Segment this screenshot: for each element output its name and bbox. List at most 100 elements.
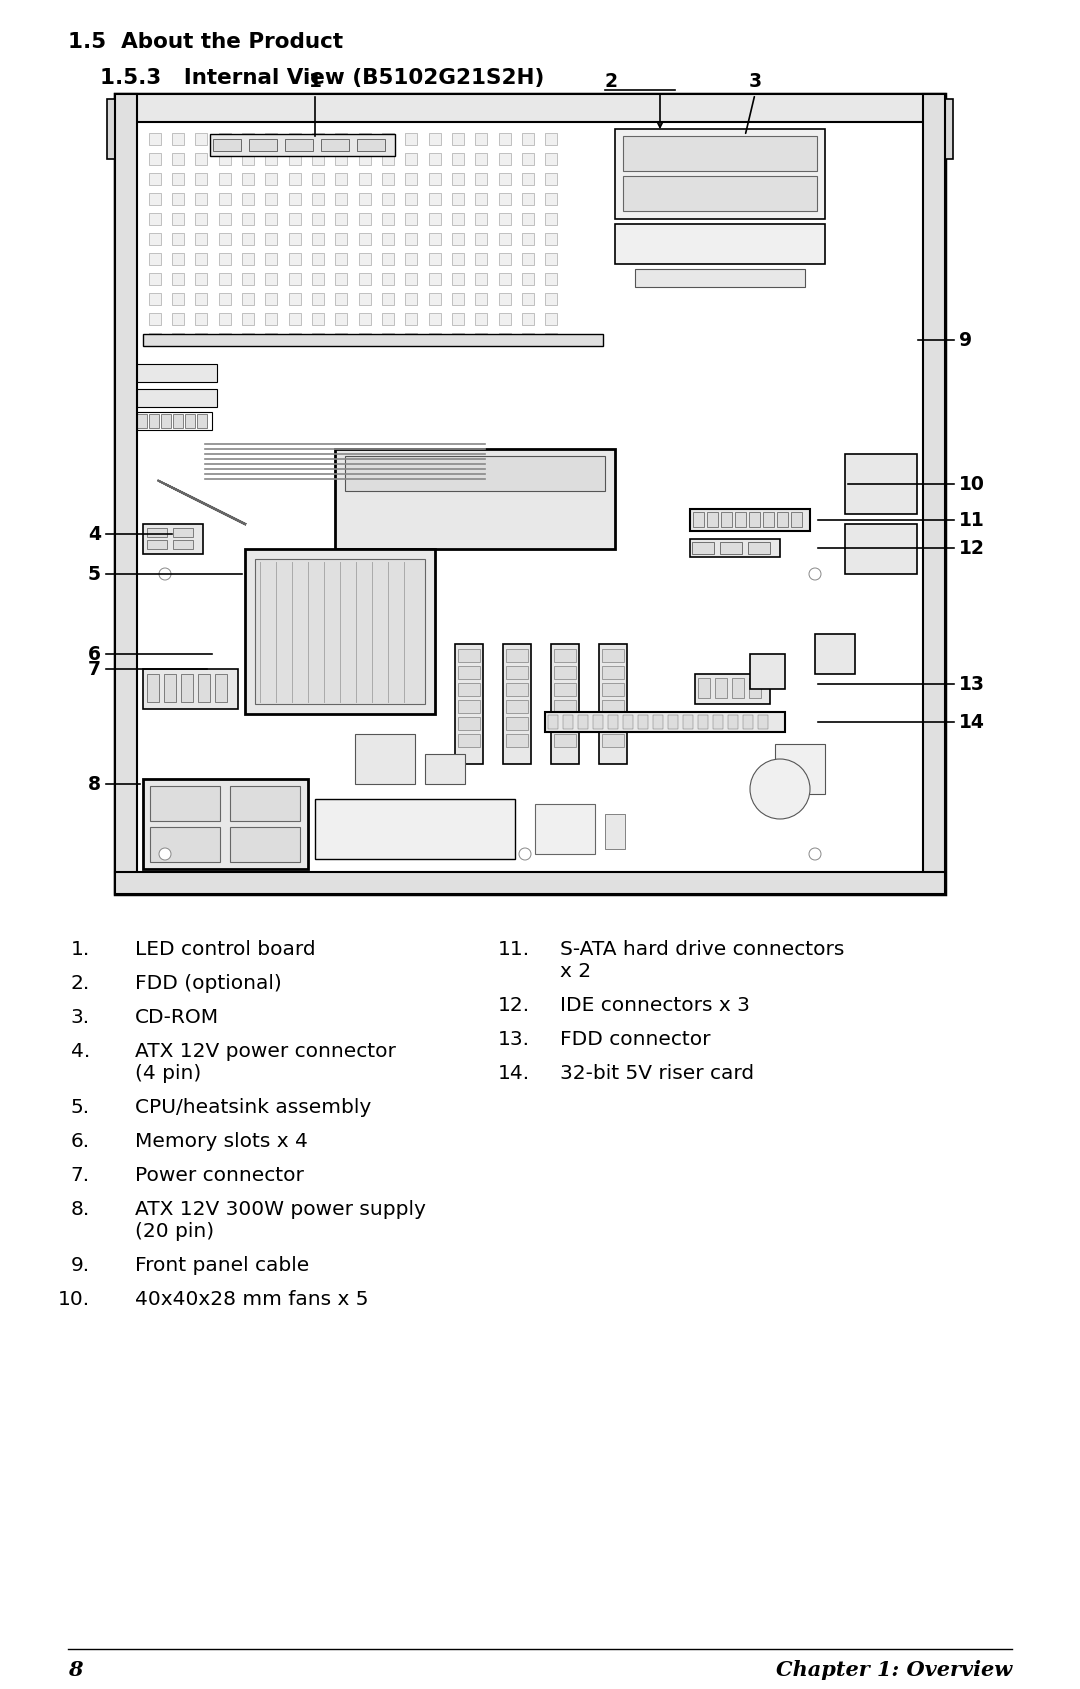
Bar	[359, 253, 370, 265]
Text: 9: 9	[959, 331, 972, 350]
Circle shape	[159, 848, 171, 860]
Bar	[143, 334, 603, 346]
Bar	[545, 215, 557, 226]
Text: 13.: 13.	[498, 1029, 530, 1049]
Bar	[602, 735, 624, 748]
Bar	[266, 154, 278, 166]
Bar	[288, 154, 300, 166]
Bar	[548, 716, 558, 730]
Bar	[242, 314, 254, 326]
Text: 1.: 1.	[71, 939, 90, 958]
Bar	[429, 253, 441, 265]
Bar	[164, 674, 176, 703]
Bar	[161, 415, 171, 429]
Bar	[602, 667, 624, 679]
Bar	[242, 133, 254, 145]
Text: 5.: 5.	[71, 1098, 90, 1116]
Text: 12.: 12.	[498, 995, 530, 1015]
Bar	[288, 294, 300, 306]
Bar	[149, 133, 161, 145]
Bar	[545, 133, 557, 145]
Bar	[335, 174, 348, 186]
Bar	[149, 174, 161, 186]
Bar	[218, 133, 231, 145]
Bar	[750, 679, 761, 699]
Bar	[475, 314, 487, 326]
Bar	[242, 294, 254, 306]
Bar	[181, 674, 193, 703]
Text: 32-bit 5V riser card: 32-bit 5V riser card	[561, 1064, 754, 1083]
Bar	[172, 253, 184, 265]
Bar	[815, 635, 855, 674]
Bar	[707, 513, 718, 527]
Bar	[623, 177, 816, 211]
Bar	[728, 716, 738, 730]
Bar	[266, 133, 278, 145]
Text: 11.: 11.	[498, 939, 530, 958]
Bar	[195, 133, 207, 145]
Bar	[554, 718, 576, 731]
Bar	[266, 334, 278, 346]
Bar	[605, 814, 625, 850]
Bar	[359, 174, 370, 186]
Bar	[522, 294, 534, 306]
Bar	[743, 716, 753, 730]
Bar	[242, 154, 254, 166]
Text: 9.: 9.	[71, 1255, 90, 1274]
Bar	[475, 215, 487, 226]
Text: ATX 12V power connector: ATX 12V power connector	[135, 1042, 396, 1061]
Text: Power connector: Power connector	[135, 1165, 303, 1184]
Bar	[715, 679, 727, 699]
Bar	[429, 334, 441, 346]
Bar	[507, 667, 528, 679]
Bar	[458, 701, 480, 713]
Bar	[507, 735, 528, 748]
Bar	[429, 154, 441, 166]
Text: Front panel cable: Front panel cable	[135, 1255, 309, 1274]
Circle shape	[519, 848, 531, 860]
Text: CPU/heatsink assembly: CPU/heatsink assembly	[135, 1098, 372, 1116]
Text: Memory slots x 4: Memory slots x 4	[135, 1132, 308, 1150]
Bar	[551, 645, 579, 765]
Bar	[173, 415, 183, 429]
Bar	[791, 513, 802, 527]
Bar	[545, 274, 557, 285]
Bar	[315, 799, 515, 860]
Bar	[503, 645, 531, 765]
Bar	[249, 140, 276, 152]
Bar	[242, 215, 254, 226]
Bar	[215, 674, 227, 703]
Text: FDD connector: FDD connector	[561, 1029, 711, 1049]
Text: 8.: 8.	[71, 1199, 90, 1218]
Bar	[107, 100, 125, 160]
Bar	[149, 274, 161, 285]
Bar	[453, 233, 464, 247]
Bar	[638, 716, 648, 730]
Bar	[195, 253, 207, 265]
Bar	[335, 233, 348, 247]
Text: S-ATA hard drive connectors: S-ATA hard drive connectors	[561, 939, 845, 958]
Bar	[242, 174, 254, 186]
Bar	[172, 133, 184, 145]
Bar	[312, 215, 324, 226]
Bar	[499, 133, 511, 145]
Bar	[288, 174, 300, 186]
Bar	[218, 194, 231, 206]
Bar	[150, 787, 220, 821]
Bar	[266, 174, 278, 186]
Bar	[522, 174, 534, 186]
Text: 14: 14	[959, 713, 985, 731]
Bar	[635, 270, 805, 287]
Bar	[137, 390, 217, 407]
Bar	[312, 274, 324, 285]
Bar	[143, 525, 203, 554]
Bar	[357, 140, 384, 152]
Bar	[698, 716, 708, 730]
Bar	[198, 674, 210, 703]
Bar	[429, 133, 441, 145]
Bar	[255, 559, 426, 704]
Bar	[458, 684, 480, 696]
Bar	[499, 215, 511, 226]
Bar	[149, 314, 161, 326]
Bar	[578, 716, 588, 730]
